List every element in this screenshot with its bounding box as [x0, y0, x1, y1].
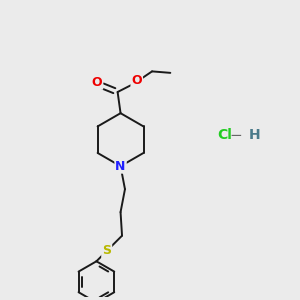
Text: Cl: Cl — [218, 128, 232, 142]
Text: −: − — [230, 128, 242, 143]
Text: S: S — [102, 244, 111, 257]
Text: H: H — [249, 128, 260, 142]
Text: N: N — [116, 160, 126, 173]
Text: O: O — [131, 74, 142, 87]
Text: O: O — [92, 76, 102, 89]
